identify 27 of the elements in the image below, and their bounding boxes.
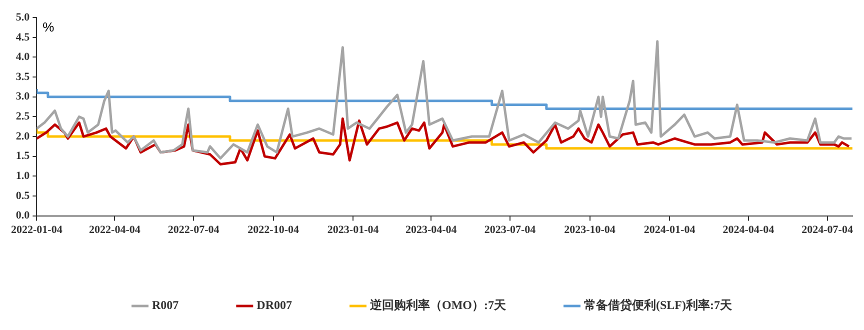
x-tick-label: 2022-10-04 (248, 224, 300, 236)
legend-label: 逆回购利率（OMO）:7天 (369, 298, 507, 312)
y-tick-label: 4.5 (16, 31, 30, 44)
x-tick-label: 2023-01-04 (327, 224, 380, 236)
legend-label: R007 (152, 298, 179, 312)
x-tick-label: 2024-07-04 (802, 224, 854, 236)
y-tick-label: 1.0 (16, 170, 30, 182)
y-tick-label: 4.0 (16, 51, 30, 64)
x-tick-label: 2022-01-04 (11, 224, 63, 236)
legend-label: DR007 (256, 298, 292, 312)
x-tick-label: 2023-07-04 (484, 224, 536, 236)
x-tick-label: 2023-04-04 (405, 224, 458, 236)
y-tick-label: 0.5 (16, 190, 30, 202)
x-tick-label: 2022-07-04 (168, 224, 220, 236)
y-axis-title: % (42, 20, 55, 35)
y-tick-label: 0.0 (16, 210, 30, 222)
x-tick-label: 2024-01-04 (644, 224, 696, 236)
y-tick-label: 3.0 (16, 90, 30, 103)
legend-label: 常备借贷便利(SLF)利率:7天 (584, 298, 733, 312)
y-tick-label: 5.0 (16, 11, 30, 24)
y-tick-label: 2.5 (16, 110, 30, 123)
x-tick-label: 2023-10-04 (564, 224, 616, 236)
y-tick-label: 1.5 (16, 150, 30, 162)
y-tick-label: 2.0 (16, 130, 30, 142)
y-tick-label: 3.5 (16, 70, 30, 83)
x-tick-label: 2022-04-04 (89, 224, 141, 236)
x-tick-label: 2024-04-04 (722, 224, 775, 236)
